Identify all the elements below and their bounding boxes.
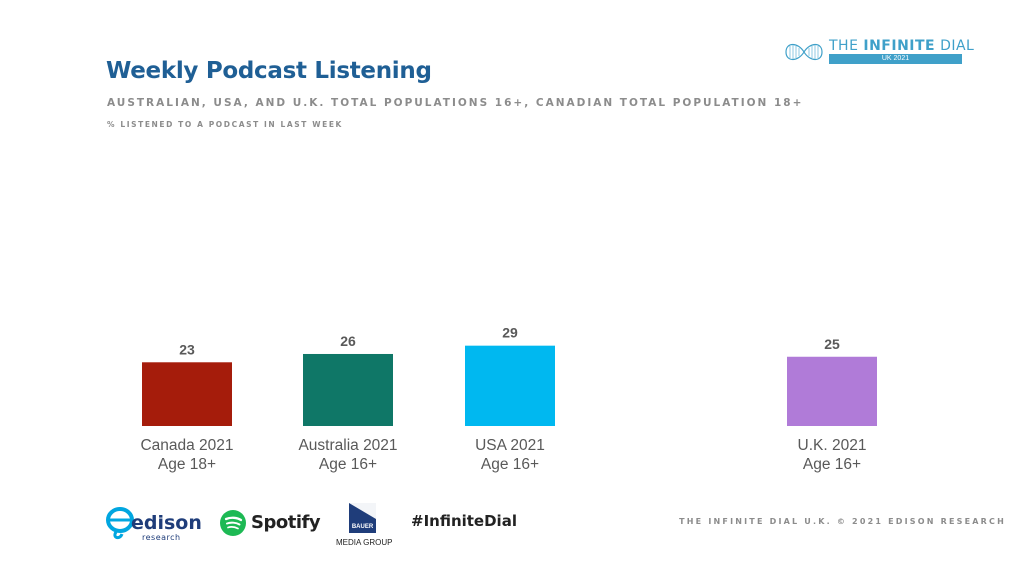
- infinite-dial-brand: THE INFINITE DIAL UK 2021: [782, 38, 974, 68]
- bauer-mark-icon: [349, 503, 376, 519]
- brand-edition: UK 2021: [829, 54, 962, 64]
- bar-1: [303, 353, 393, 426]
- bar-0: [142, 362, 232, 426]
- category-label: Age 16+: [319, 456, 377, 473]
- category-label: Canada 2021: [140, 437, 233, 454]
- infinite-dial-logo-icon: [785, 43, 823, 61]
- bar-2: [465, 345, 555, 426]
- bar-value-label: 23: [179, 341, 195, 357]
- bauer-name: BAUER: [351, 524, 374, 530]
- spotify-icon: [220, 510, 246, 536]
- bar-value-label: 29: [502, 325, 518, 341]
- spotify-logo: Spotify: [219, 508, 321, 538]
- bar-value-label: 25: [824, 336, 840, 352]
- category-label: Australia 2021: [298, 437, 397, 454]
- edison-e-icon: [106, 507, 134, 540]
- category-label: Age 16+: [803, 456, 861, 473]
- hashtag: #InfiniteDial: [411, 512, 517, 530]
- category-label: U.K. 2021: [798, 437, 867, 454]
- chart-note: % LISTENED TO A PODCAST IN LAST WEEK: [107, 120, 343, 129]
- bauer-media-logo: BAUER MEDIA GROUP: [336, 503, 396, 549]
- page-title: Weekly Podcast Listening: [106, 58, 432, 84]
- category-label: Age 18+: [158, 456, 216, 473]
- bar-value-label: 26: [340, 333, 356, 349]
- edison-research-logo: edison research: [106, 504, 202, 544]
- category-label: Age 16+: [481, 456, 539, 473]
- edison-sub: research: [142, 533, 181, 542]
- edison-name: edison: [131, 512, 202, 534]
- bauer-box: [349, 503, 376, 533]
- bauer-sub: MEDIA GROUP: [336, 538, 393, 547]
- chart-subtitle: AUSTRALIAN, USA, AND U.K. TOTAL POPULATI…: [107, 97, 804, 109]
- bar-3: [787, 356, 877, 426]
- footer-credit: THE INFINITE DIAL U.K. © 2021 EDISON RES…: [679, 517, 1006, 526]
- brand-name: THE INFINITE DIAL: [829, 38, 975, 54]
- spotify-name: Spotify: [251, 512, 321, 533]
- category-label: USA 2021: [475, 437, 545, 454]
